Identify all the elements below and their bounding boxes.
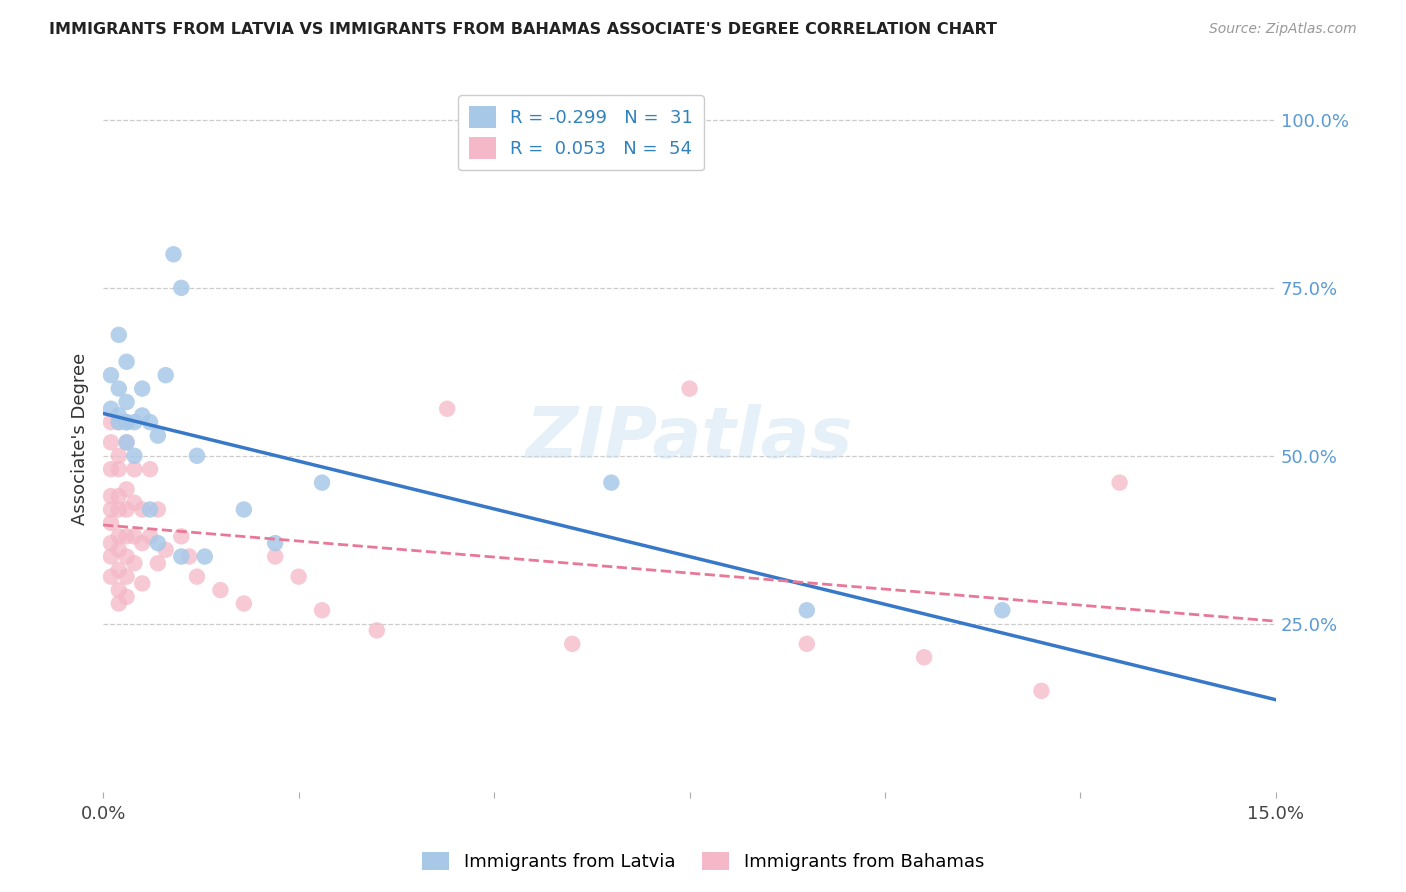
Point xyxy=(170,281,193,295)
Point xyxy=(124,449,146,463)
Legend: R = -0.299   N =  31, R =  0.053   N =  54: R = -0.299 N = 31, R = 0.053 N = 54 xyxy=(458,95,704,170)
Point xyxy=(124,415,146,429)
Text: Source: ZipAtlas.com: Source: ZipAtlas.com xyxy=(1209,22,1357,37)
Text: IMMIGRANTS FROM LATVIA VS IMMIGRANTS FROM BAHAMAS ASSOCIATE'S DEGREE CORRELATION: IMMIGRANTS FROM LATVIA VS IMMIGRANTS FRO… xyxy=(49,22,997,37)
Point xyxy=(107,529,129,543)
Point xyxy=(179,549,201,564)
Point xyxy=(115,569,138,583)
Point xyxy=(107,382,129,396)
Point xyxy=(107,542,129,557)
Point xyxy=(124,462,146,476)
Point xyxy=(991,603,1014,617)
Point xyxy=(232,502,254,516)
Point xyxy=(264,536,287,550)
Point xyxy=(100,549,122,564)
Point xyxy=(107,327,129,342)
Point xyxy=(115,395,138,409)
Point xyxy=(107,583,129,598)
Point xyxy=(100,401,122,416)
Text: ZIPatlas: ZIPatlas xyxy=(526,404,853,474)
Y-axis label: Associate's Degree: Associate's Degree xyxy=(72,353,89,525)
Point xyxy=(186,569,208,583)
Point xyxy=(1108,475,1130,490)
Point xyxy=(107,449,129,463)
Point xyxy=(194,549,217,564)
Point xyxy=(115,355,138,369)
Point xyxy=(139,415,162,429)
Point xyxy=(139,529,162,543)
Point xyxy=(115,529,138,543)
Point xyxy=(146,502,169,516)
Point xyxy=(100,435,122,450)
Point xyxy=(1031,683,1053,698)
Point xyxy=(678,382,700,396)
Point xyxy=(100,502,122,516)
Point xyxy=(287,569,309,583)
Point xyxy=(600,475,623,490)
Point xyxy=(209,583,232,598)
Point xyxy=(155,368,177,383)
Point xyxy=(796,637,818,651)
Point xyxy=(115,502,138,516)
Point xyxy=(115,415,138,429)
Point xyxy=(162,247,184,261)
Point xyxy=(131,576,153,591)
Point xyxy=(436,401,458,416)
Point xyxy=(100,462,122,476)
Point xyxy=(100,415,122,429)
Point xyxy=(796,603,818,617)
Point xyxy=(146,556,169,570)
Point xyxy=(131,382,153,396)
Legend: Immigrants from Latvia, Immigrants from Bahamas: Immigrants from Latvia, Immigrants from … xyxy=(415,845,991,879)
Point xyxy=(115,435,138,450)
Point xyxy=(115,590,138,604)
Point xyxy=(146,428,169,442)
Point xyxy=(124,529,146,543)
Point xyxy=(115,415,138,429)
Point xyxy=(311,475,333,490)
Point xyxy=(124,496,146,510)
Point xyxy=(170,549,193,564)
Point xyxy=(100,516,122,530)
Point xyxy=(107,415,129,429)
Point xyxy=(131,409,153,423)
Point xyxy=(232,597,254,611)
Point xyxy=(115,549,138,564)
Point xyxy=(366,624,388,638)
Point xyxy=(100,536,122,550)
Point xyxy=(107,415,129,429)
Point xyxy=(139,462,162,476)
Point xyxy=(264,549,287,564)
Point xyxy=(107,502,129,516)
Point xyxy=(107,489,129,503)
Point xyxy=(100,368,122,383)
Point xyxy=(107,597,129,611)
Point xyxy=(115,483,138,497)
Point xyxy=(115,435,138,450)
Point xyxy=(170,529,193,543)
Point xyxy=(311,603,333,617)
Point xyxy=(131,502,153,516)
Point xyxy=(146,536,169,550)
Point xyxy=(107,462,129,476)
Point xyxy=(100,489,122,503)
Point xyxy=(131,536,153,550)
Point xyxy=(155,542,177,557)
Point xyxy=(139,502,162,516)
Point xyxy=(107,409,129,423)
Point xyxy=(124,556,146,570)
Point xyxy=(100,569,122,583)
Point xyxy=(186,449,208,463)
Point xyxy=(561,637,583,651)
Point xyxy=(107,563,129,577)
Point xyxy=(912,650,935,665)
